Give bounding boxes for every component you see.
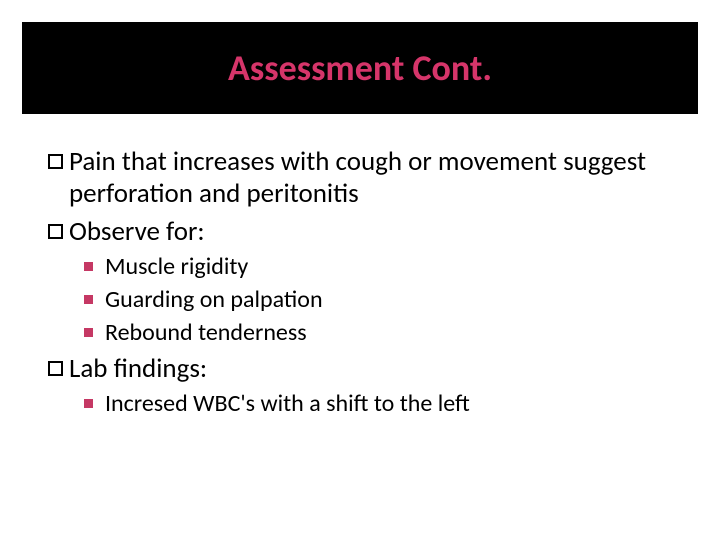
list-item: Muscle rigidity <box>84 252 672 281</box>
list-item-text: Lab findings: <box>69 353 207 385</box>
slide-title: Assessment Cont. <box>228 46 492 90</box>
filled-square-bullet-icon <box>84 328 93 337</box>
hollow-square-bullet-icon <box>48 154 63 169</box>
list-item-text: Guarding on palpation <box>105 285 323 314</box>
filled-square-bullet-icon <box>84 262 93 271</box>
filled-square-bullet-icon <box>84 399 93 408</box>
list-item: Rebound tenderness <box>84 318 672 347</box>
slide: Assessment Cont. Pain that increases wit… <box>0 0 720 540</box>
list-item: Observe for: <box>48 216 672 248</box>
filled-square-bullet-icon <box>84 295 93 304</box>
list-item: Pain that increases with cough or moveme… <box>48 146 672 210</box>
title-band: Assessment Cont. <box>22 22 698 114</box>
list-item: Incresed WBC's with a shift to the left <box>84 389 672 418</box>
list-item: Guarding on palpation <box>84 285 672 314</box>
body-content: Pain that increases with cough or moveme… <box>48 140 672 419</box>
hollow-square-bullet-icon <box>48 361 63 376</box>
list-item-text: Muscle rigidity <box>105 252 248 281</box>
list-item: Lab findings: <box>48 353 672 385</box>
list-item-text: Pain that increases with cough or moveme… <box>69 146 672 210</box>
hollow-square-bullet-icon <box>48 224 63 239</box>
list-item-text: Incresed WBC's with a shift to the left <box>105 389 470 418</box>
list-item-text: Observe for: <box>69 216 205 248</box>
list-item-text: Rebound tenderness <box>105 318 307 347</box>
